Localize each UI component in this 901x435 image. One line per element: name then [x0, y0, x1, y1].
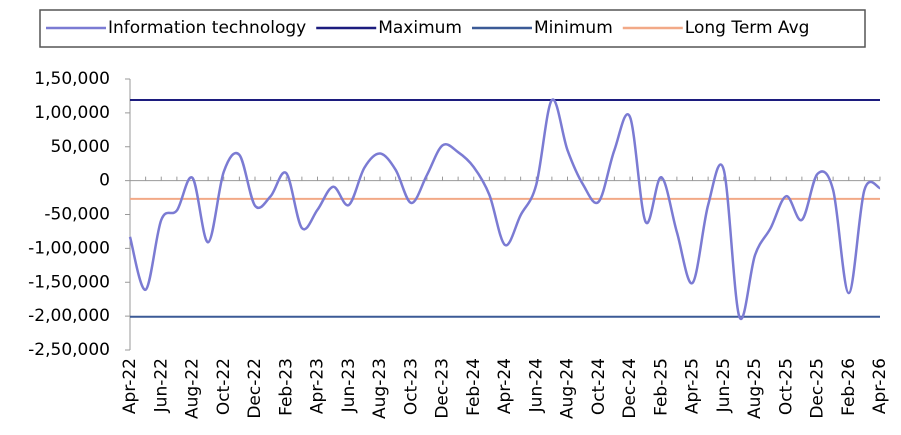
x-tick-label: Oct-24 — [589, 358, 609, 415]
legend-label: Maximum — [378, 18, 462, 38]
y-tick-label: 0 — [99, 171, 110, 191]
x-tick-label: Oct-23 — [401, 358, 421, 415]
y-tick-label: 1,50,000 — [34, 69, 110, 89]
legend-label: Information technology — [108, 18, 306, 38]
y-tick-label: -1,50,000 — [28, 272, 110, 292]
legend-box — [39, 9, 866, 48]
x-tick-label: Oct-25 — [776, 358, 796, 415]
y-tick-label: 50,000 — [51, 137, 110, 157]
x-tick-label: Dec-22 — [245, 358, 265, 419]
x-tick-label: Dec-25 — [808, 358, 828, 419]
y-tick-label: -1,00,000 — [28, 238, 110, 258]
x-tick-label: Apr-25 — [683, 358, 703, 414]
x-tick-label: Aug-23 — [370, 358, 390, 419]
legend-label: Long Term Avg — [685, 18, 810, 38]
legend-label: Minimum — [534, 18, 613, 38]
x-tick-label: Dec-23 — [433, 358, 453, 419]
x-tick-label: Apr-23 — [308, 358, 328, 414]
x-tick-label: Jun-24 — [526, 358, 546, 413]
x-tick-label: Aug-25 — [745, 358, 765, 419]
y-tick-label: -50,000 — [44, 205, 110, 225]
x-tick-label: Apr-24 — [495, 358, 515, 414]
data-line — [128, 98, 881, 321]
x-tick-label: Aug-22 — [183, 358, 203, 419]
x-tick-label: Feb-25 — [651, 358, 671, 416]
x-tick-label: Jun-23 — [339, 358, 359, 413]
x-tick-label: Jun-22 — [151, 358, 171, 413]
x-tick-label: Feb-26 — [839, 358, 859, 416]
x-tick-label: Apr-26 — [870, 358, 890, 414]
x-tick-label: Feb-23 — [276, 358, 296, 416]
y-tick-label: 1,00,000 — [34, 103, 110, 123]
legend: Information technology Maximum Minimum Long… — [46, 18, 809, 38]
x-tick-label: Feb-24 — [464, 358, 484, 416]
x-tick-label: Oct-22 — [214, 358, 234, 415]
x-tick-label: Jun-25 — [714, 358, 734, 413]
x-tick-label: Dec-24 — [620, 358, 640, 419]
y-tick-label: -2,50,000 — [28, 340, 110, 360]
x-tick-label: Aug-24 — [558, 358, 578, 419]
x-tick-label: Apr-22 — [120, 358, 140, 414]
y-tick-label: -2,00,000 — [28, 306, 110, 326]
